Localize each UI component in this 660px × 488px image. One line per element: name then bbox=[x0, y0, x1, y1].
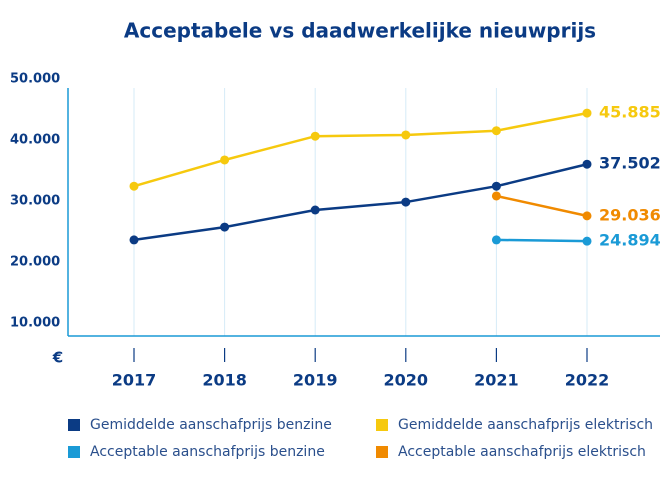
data-point bbox=[220, 222, 230, 232]
series-line bbox=[496, 238, 588, 243]
chart-title: Acceptabele vs daadwerkelijke nieuwprijs bbox=[124, 19, 596, 43]
value-label: 29.036 bbox=[599, 205, 660, 224]
data-point bbox=[220, 155, 230, 165]
legend-swatch bbox=[376, 419, 388, 431]
data-point bbox=[310, 205, 320, 215]
data-point bbox=[582, 236, 592, 246]
y-axis-label: € bbox=[52, 349, 63, 367]
value-label: 37.502 bbox=[599, 154, 660, 173]
value-label: 24.894 bbox=[599, 231, 660, 250]
y-tick-label: 50.000 bbox=[10, 72, 60, 87]
x-tick-label: 2017 bbox=[112, 371, 157, 390]
data-point bbox=[491, 191, 501, 201]
y-tick-label: 30.000 bbox=[10, 194, 60, 209]
x-tick-label: 2021 bbox=[474, 371, 519, 390]
data-point bbox=[129, 235, 139, 245]
x-tick-label: 2020 bbox=[384, 371, 429, 390]
data-point bbox=[401, 197, 411, 207]
x-tick-label: 2022 bbox=[565, 371, 610, 390]
y-tick-label: 10.000 bbox=[10, 316, 60, 331]
legend-swatch bbox=[68, 419, 80, 431]
legend-swatch bbox=[68, 446, 80, 458]
value-label: 45.885 bbox=[599, 103, 660, 122]
series-line bbox=[496, 194, 588, 218]
data-point bbox=[491, 126, 501, 136]
data-point bbox=[582, 108, 592, 118]
data-point bbox=[310, 131, 320, 141]
data-point bbox=[582, 211, 592, 221]
data-point bbox=[401, 130, 411, 140]
y-tick-label: 20.000 bbox=[10, 255, 60, 270]
data-point bbox=[491, 235, 501, 245]
y-tick-label: 40.000 bbox=[10, 133, 60, 148]
legend-swatch bbox=[376, 446, 388, 458]
data-point bbox=[491, 181, 501, 191]
data-point bbox=[129, 181, 139, 191]
series-line bbox=[133, 163, 588, 242]
x-tick-label: 2019 bbox=[293, 371, 338, 390]
legend-label: Gemiddelde aanschafprijs elektrisch bbox=[398, 417, 653, 433]
data-point bbox=[582, 159, 592, 169]
series-line bbox=[133, 111, 588, 188]
x-tick-label: 2018 bbox=[202, 371, 247, 390]
legend-label: Gemiddelde aanschafprijs benzine bbox=[90, 417, 332, 433]
legend-label: Acceptable aanschafprijs benzine bbox=[90, 444, 325, 460]
legend-label: Acceptable aanschafprijs elektrisch bbox=[398, 444, 646, 460]
